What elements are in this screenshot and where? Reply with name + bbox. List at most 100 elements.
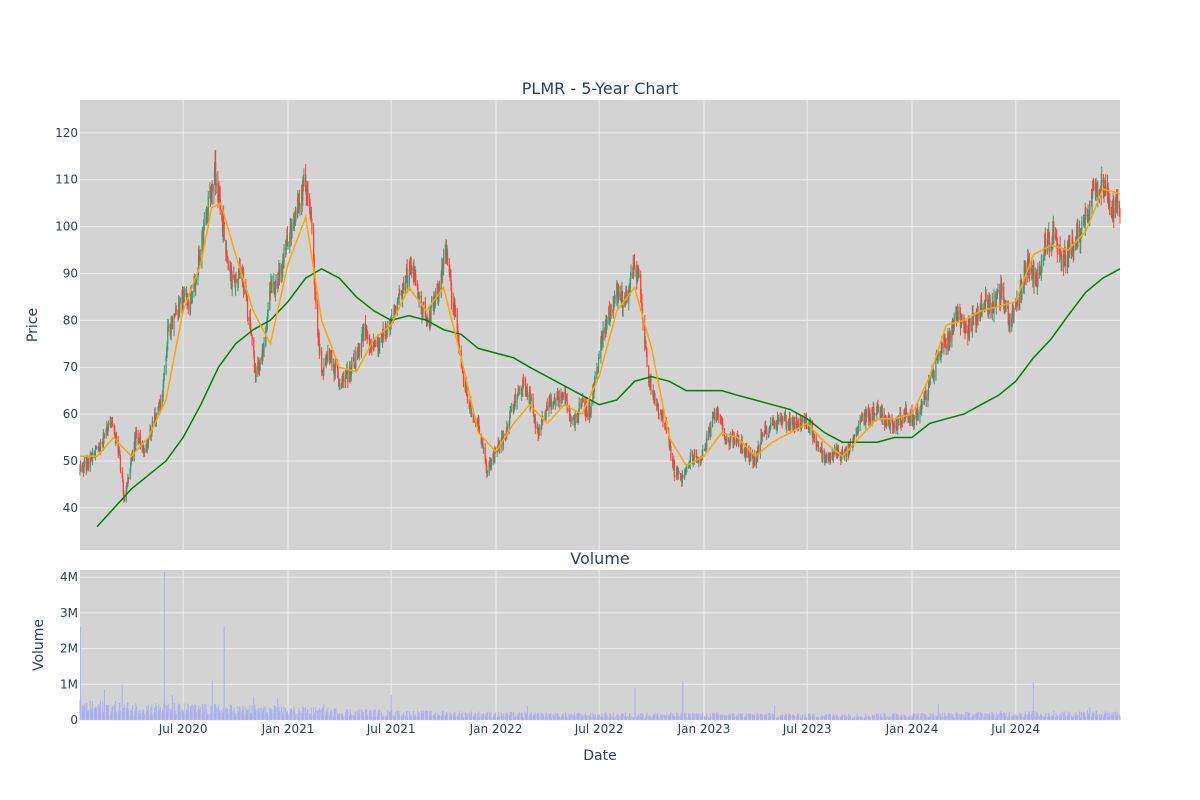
volume-bar <box>133 714 135 720</box>
volume-bar <box>753 716 755 720</box>
volume-bar <box>933 715 935 720</box>
volume-bar <box>1020 715 1022 720</box>
volume-bar <box>812 714 814 720</box>
volume-bar <box>897 714 899 720</box>
candle-body <box>533 408 535 417</box>
candle-body <box>170 317 172 333</box>
volume-bar <box>219 712 221 720</box>
volume-bar <box>382 715 384 720</box>
volume-bar <box>439 715 441 720</box>
volume-bar <box>632 717 634 720</box>
candle-body <box>593 380 596 387</box>
volume-bar <box>431 715 433 720</box>
volume-bar <box>840 716 842 720</box>
candle-body <box>625 288 628 292</box>
candle-body <box>480 433 482 443</box>
candle-body <box>1043 250 1045 258</box>
candle-body <box>493 453 495 461</box>
volume-bar <box>485 713 487 720</box>
volume-bar <box>403 712 405 720</box>
candle-body <box>1077 227 1079 248</box>
volume-bar <box>501 716 503 720</box>
candle-body <box>397 299 399 302</box>
volume-bar <box>554 712 556 720</box>
candle-body <box>198 254 200 258</box>
volume-bar <box>917 713 919 720</box>
volume-bar <box>1105 711 1107 720</box>
volume-bar <box>598 714 600 720</box>
candle-body <box>346 371 348 375</box>
candle-body <box>249 317 251 328</box>
volume-bar <box>468 712 470 720</box>
candle-body <box>305 191 307 196</box>
volume-bar <box>506 713 508 720</box>
candle-body <box>849 444 852 447</box>
volume-bar <box>358 709 360 720</box>
volume-bar <box>755 716 757 720</box>
candle-body <box>354 366 356 368</box>
candle-body <box>688 464 690 467</box>
volume-bar <box>818 716 820 720</box>
candle-body <box>446 255 449 265</box>
volume-bar <box>445 716 447 720</box>
volume-bar <box>285 708 287 720</box>
candle-body <box>580 405 583 408</box>
volume-bar <box>580 715 582 720</box>
volume-bars <box>79 571 1121 720</box>
volume-bar <box>861 715 863 720</box>
volume-bar <box>845 717 847 720</box>
volume-bar <box>337 716 339 720</box>
volume-bar <box>524 712 526 720</box>
volume-bar <box>456 716 458 720</box>
volume-bar <box>808 714 810 720</box>
candle-body <box>454 303 456 309</box>
volume-bar <box>662 714 664 720</box>
candle-body <box>98 446 100 448</box>
candle-body <box>146 444 148 449</box>
volume-bar <box>869 717 871 720</box>
candle-body <box>600 339 602 359</box>
candle-body <box>1081 221 1083 230</box>
volume-bar <box>640 713 642 720</box>
candle-body <box>984 293 987 308</box>
volume-bar <box>811 716 813 720</box>
candle-body <box>911 414 914 423</box>
candle-body <box>390 321 392 323</box>
candle-body <box>1056 237 1058 243</box>
volume-bar <box>1097 715 1099 720</box>
candle-body <box>522 379 524 390</box>
volume-bar <box>749 717 751 720</box>
candle-body <box>509 411 511 418</box>
volume-bar <box>509 716 511 720</box>
candle-body <box>525 385 527 397</box>
volume-bar <box>143 714 145 720</box>
volume-bar <box>577 712 579 720</box>
candle-body <box>662 410 664 423</box>
volume-bar <box>608 717 610 720</box>
volume-bar <box>301 713 303 720</box>
candle-body <box>353 357 355 367</box>
volume-bar <box>753 714 755 720</box>
candle-body <box>905 407 907 417</box>
volume-bar <box>1003 712 1005 720</box>
volume-bar <box>889 715 891 720</box>
candle-body <box>157 406 159 419</box>
candle-body <box>923 399 925 405</box>
volume-bar <box>350 714 352 720</box>
volume-bar <box>712 712 714 720</box>
volume-bar <box>362 712 364 720</box>
volume-bar <box>984 713 986 720</box>
candle-body <box>162 383 164 398</box>
volume-bar <box>262 709 264 720</box>
volume-bar <box>884 714 886 720</box>
volume-bar <box>1043 716 1045 720</box>
candle-body <box>383 334 385 336</box>
volume-bar <box>354 711 356 720</box>
candle-body <box>593 386 595 394</box>
candle-body <box>690 454 692 457</box>
candle-body <box>285 240 287 251</box>
candle-body <box>670 446 672 459</box>
volume-bar <box>126 707 128 720</box>
candle-body <box>203 223 205 231</box>
candle-body <box>972 315 975 325</box>
